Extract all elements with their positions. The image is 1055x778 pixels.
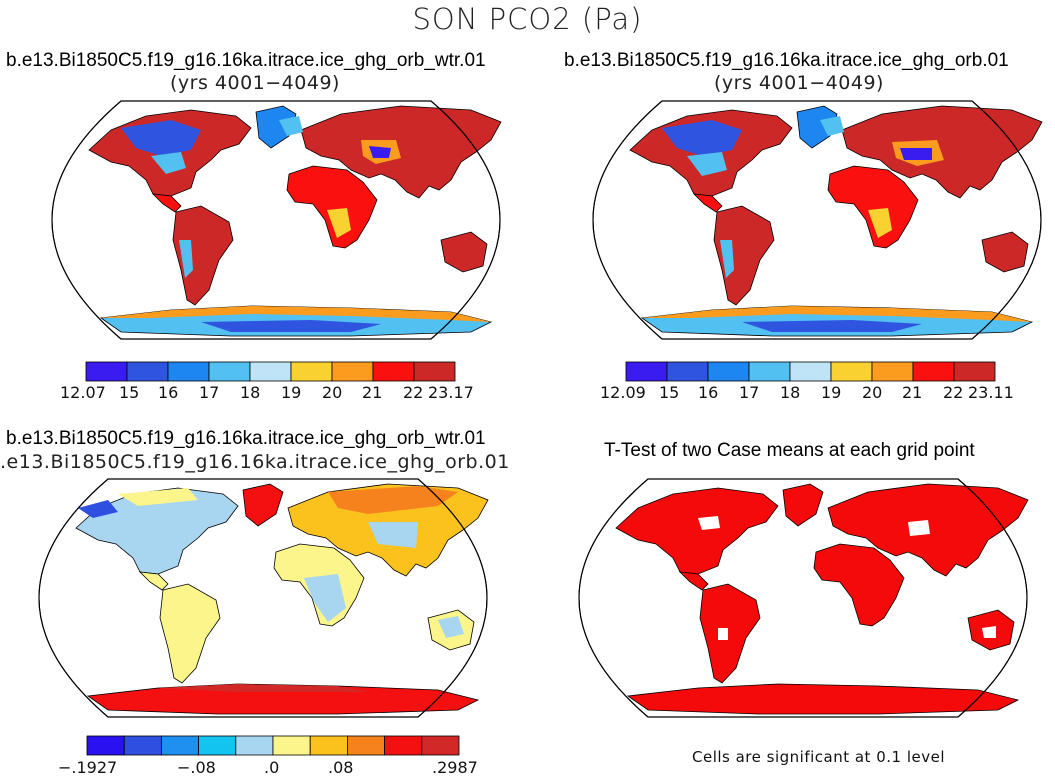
panel2-tick-0: 12.09	[600, 383, 646, 402]
panel2-tick-7: 21	[902, 383, 923, 402]
panel4-title: T-Test of two Case means at each grid po…	[604, 440, 975, 461]
panel2-swatch-6	[871, 361, 914, 382]
significance-note: Cells are significant at 0.1 level	[692, 748, 946, 766]
panel2-map	[592, 100, 1043, 340]
panel2-swatch-2	[707, 361, 750, 382]
panel3-swatch-6	[309, 735, 348, 756]
panel1-tick-5: 19	[281, 383, 302, 402]
panel3-swatch-9	[421, 735, 460, 756]
panel1-tick-2: 16	[158, 383, 179, 402]
panel3-swatch-7	[346, 735, 385, 756]
panel1-map	[51, 100, 502, 340]
panel2-tick-4: 18	[780, 383, 801, 402]
panel1-swatch-3	[208, 361, 251, 382]
panel3-title: b.e13.Bi1850C5.f19_g16.16ka.itrace.ice_g…	[6, 428, 486, 449]
panel3-swatch-0	[86, 735, 125, 756]
panel2-tick-2: 16	[698, 383, 719, 402]
panel1-land	[88, 105, 502, 337]
panel1-swatch-0	[85, 361, 128, 382]
panel3-land	[75, 483, 489, 715]
panel2-tick-5: 19	[821, 383, 842, 402]
panel1-tick-7: 21	[362, 383, 383, 402]
panel3-map	[38, 478, 489, 718]
panel3-colorbar	[86, 735, 460, 756]
panel1-swatch-2	[167, 361, 210, 382]
panel1-tick-4: 18	[240, 383, 261, 402]
panel3-tick-0: −.1927	[58, 758, 118, 777]
panel2-title: b.e13.Bi1850C5.f19_g16.16ka.itrace.ice_g…	[564, 50, 1009, 71]
panel1-tick-9: 23.17	[428, 383, 474, 402]
panel2-subtitle: (yrs 4001−4049)	[714, 72, 884, 94]
panel1-swatch-7	[372, 361, 415, 382]
panel1-colorbar	[85, 361, 456, 382]
panel3-swatch-1	[123, 735, 162, 756]
panel2-swatch-3	[748, 361, 791, 382]
panel2-tick-3: 17	[739, 383, 760, 402]
panel3-swatch-3	[198, 735, 237, 756]
panel2-swatch-7	[912, 361, 955, 382]
panel2-tick-9: 23.11	[968, 383, 1014, 402]
panel4-map	[578, 478, 1029, 718]
panel1-swatch-6	[331, 361, 374, 382]
panel1-title: b.e13.Bi1850C5.f19_g16.16ka.itrace.ice_g…	[6, 50, 486, 71]
panel2-land	[629, 105, 1043, 337]
panel3-swatch-8	[384, 735, 423, 756]
panel2-swatch-4	[789, 361, 832, 382]
figure-title: SON PCO2 (Pa)	[412, 2, 643, 36]
panel2-tick-8: 22	[943, 383, 964, 402]
panel3-subtitle: .e13.Bi1850C5.f19_g16.16ka.itrace.ice_gh…	[0, 451, 510, 473]
panel3-swatch-5	[272, 735, 311, 756]
panel2-tick-6: 20	[862, 383, 883, 402]
panel2-swatch-5	[830, 361, 873, 382]
panel1-tick-0: 12.07	[60, 383, 106, 402]
panel2-swatch-1	[666, 361, 709, 382]
panel2-swatch-8	[953, 361, 996, 382]
panel1-subtitle: (yrs 4001−4049)	[170, 72, 340, 94]
panel1-swatch-5	[290, 361, 333, 382]
panel3-tick-2: .0	[264, 758, 280, 777]
panel3-tick-4: .2987	[432, 758, 478, 777]
panel1-swatch-4	[249, 361, 292, 382]
panel4-insignificant-cells	[698, 516, 996, 640]
panel2-tick-1: 15	[659, 383, 680, 402]
panel3-tick-1: −.08	[177, 758, 216, 777]
panel3-swatch-2	[161, 735, 200, 756]
panel1-swatch-1	[126, 361, 169, 382]
panel1-tick-6: 20	[322, 383, 343, 402]
panel3-tick-3: .08	[328, 758, 354, 777]
panel1-tick-3: 17	[199, 383, 220, 402]
panel1-tick-1: 15	[119, 383, 140, 402]
panel2-colorbar	[625, 361, 996, 382]
panel1-swatch-8	[413, 361, 456, 382]
panel2-swatch-0	[625, 361, 668, 382]
panel1-tick-8: 22	[403, 383, 424, 402]
panel3-swatch-4	[235, 735, 274, 756]
